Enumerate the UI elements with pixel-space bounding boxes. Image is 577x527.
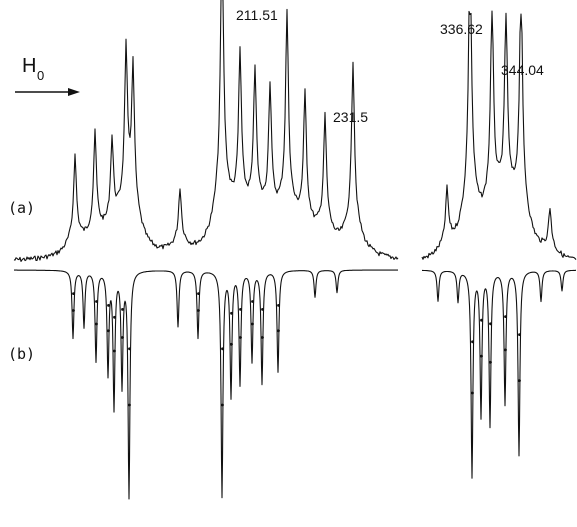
sim-peak-marker: [239, 308, 242, 311]
sim-peak-marker: [504, 315, 507, 318]
field-label-group: H 0: [15, 55, 80, 96]
sim-peak-marker: [221, 347, 224, 351]
sim-peak-marker: [261, 336, 264, 339]
field-subscript: 0: [37, 68, 44, 83]
sim-peak-marker: [72, 309, 75, 312]
experimental-trace-right: [421, 10, 577, 260]
peak-label-336: 336.62: [440, 21, 483, 37]
simulated-trace-right: [421, 269, 577, 479]
sim-peak-marker: [251, 300, 254, 303]
field-label: H: [22, 55, 36, 77]
field-arrow-icon: [68, 88, 80, 96]
sim-peak-marker: [197, 292, 200, 295]
sim-peak-marker: [107, 329, 110, 333]
sim-peak-marker: [121, 336, 124, 339]
sim-peak-marker: [480, 318, 483, 322]
sim-peak-marker: [95, 322, 98, 326]
sim-peak-marker: [471, 340, 474, 344]
sim-peak-marker: [489, 360, 492, 364]
sim-peak-marker: [230, 342, 233, 346]
sim-peak-marker: [277, 304, 280, 307]
sim-peak-marker: [239, 336, 242, 339]
sim-peak-marker: [504, 348, 507, 352]
sim-peak-marker: [121, 308, 124, 311]
peak-label-231: 231.5: [333, 109, 368, 125]
sim-peak-marker: [230, 311, 233, 315]
sim-peak-marker: [128, 403, 131, 407]
sim-peak-marker: [221, 403, 224, 407]
sim-peak-marker: [480, 354, 483, 358]
sim-peak-marker: [518, 379, 521, 383]
sim-peak-marker: [128, 347, 131, 351]
sim-peak-marker: [113, 349, 116, 353]
sim-peak-marker: [518, 333, 521, 336]
trace-layer: [13, 0, 577, 500]
sim-peak-marker: [95, 300, 98, 303]
simulated-trace-left: [13, 269, 399, 500]
sim-peak-marker: [489, 322, 492, 326]
sim-peak-marker: [471, 391, 474, 395]
sim-peak-marker: [251, 322, 254, 326]
peak-label-211: 211.51: [236, 7, 278, 23]
sim-peak-marker: [261, 308, 264, 311]
panel-label-a: (a): [8, 199, 35, 217]
experimental-trace-left: [13, 0, 399, 262]
panel-label-b: (b): [8, 345, 35, 363]
sim-peak-marker: [197, 309, 200, 312]
sim-peak-marker: [107, 304, 110, 307]
sim-peak-marker: [113, 315, 116, 319]
sim-peak-marker: [72, 292, 75, 295]
sim-peak-marker: [277, 329, 280, 333]
